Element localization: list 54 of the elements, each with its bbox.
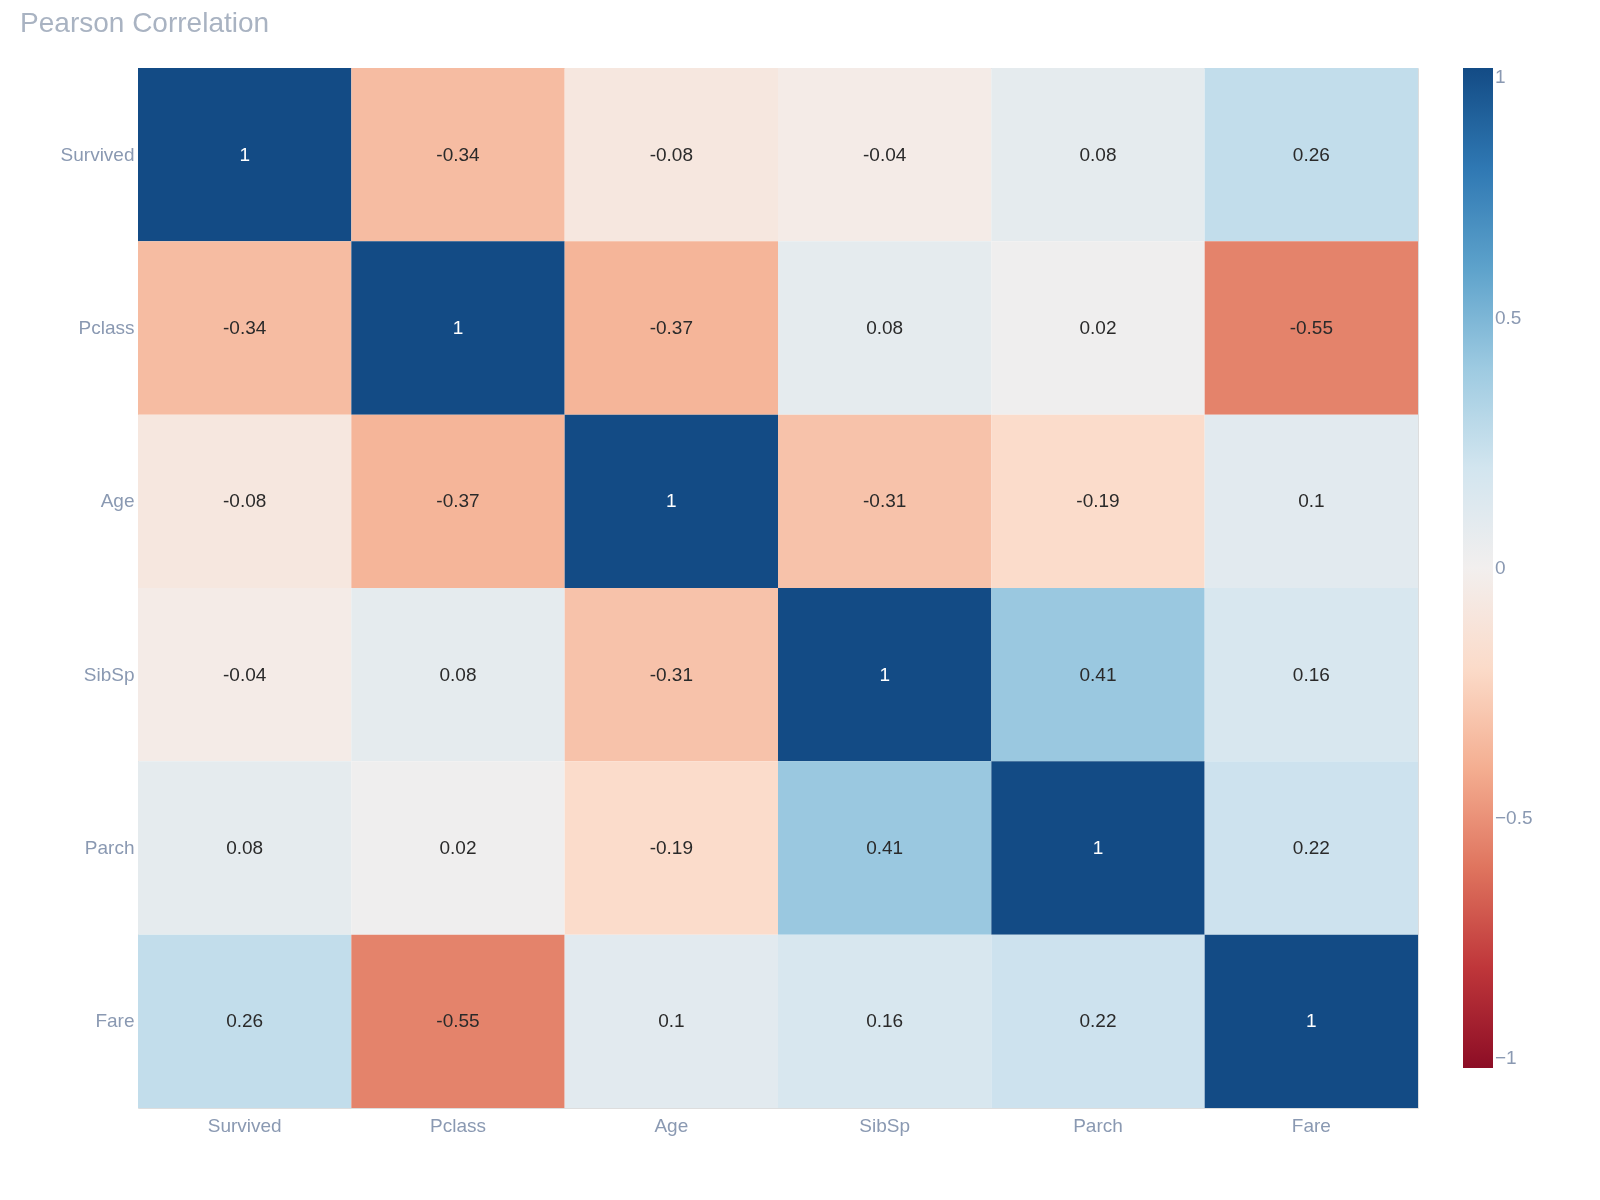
data-label: 0.08 bbox=[1079, 143, 1117, 165]
data-label: 0.1 bbox=[658, 1010, 685, 1032]
data-label: -0.08 bbox=[649, 143, 693, 165]
data-label: 0.22 bbox=[1292, 837, 1330, 858]
data-label: 1 bbox=[239, 143, 250, 165]
color-bar-label: 0.5 bbox=[1495, 307, 1522, 328]
data-label: 0.08 bbox=[866, 317, 904, 338]
data-label: -0.31 bbox=[649, 663, 693, 685]
data-label: 1 bbox=[1306, 1010, 1317, 1032]
data-label: -0.19 bbox=[1076, 490, 1120, 512]
data-label: 0.08 bbox=[439, 663, 477, 685]
x-tick-label: Pclass bbox=[430, 1114, 486, 1136]
data-label: 0.41 bbox=[1079, 663, 1117, 685]
data-label: 0.16 bbox=[1292, 663, 1330, 685]
data-label: 0.16 bbox=[866, 1010, 904, 1032]
data-label: 0.41 bbox=[866, 837, 904, 858]
data-label: -0.04 bbox=[863, 143, 907, 165]
data-label: -0.08 bbox=[223, 490, 267, 512]
y-tick-label: Pclass bbox=[78, 317, 135, 338]
data-label: -0.55 bbox=[436, 1010, 480, 1032]
chart-title: Pearson Correlation bbox=[20, 7, 270, 38]
y-tick-label: Fare bbox=[95, 1010, 135, 1032]
data-label: 0.26 bbox=[226, 1010, 264, 1032]
data-label: 0.26 bbox=[1292, 143, 1330, 165]
data-label: -0.55 bbox=[1289, 317, 1333, 338]
color-bar-label: −0.5 bbox=[1495, 807, 1533, 828]
data-label: -0.04 bbox=[223, 663, 267, 685]
data-label: -0.34 bbox=[223, 317, 267, 338]
data-label: 0.02 bbox=[439, 837, 477, 858]
data-label: -0.31 bbox=[863, 490, 907, 512]
y-tick-label: Survived bbox=[60, 143, 135, 165]
color-bar-label: −1 bbox=[1495, 1047, 1517, 1068]
data-label: -0.34 bbox=[436, 143, 481, 165]
data-label: 0.22 bbox=[1079, 1010, 1117, 1032]
data-label: 0.08 bbox=[226, 837, 264, 858]
data-label: 1 bbox=[879, 663, 890, 685]
data-label: 1 bbox=[452, 317, 464, 338]
data-label: 0.1 bbox=[1298, 490, 1325, 512]
color-bar-label: 0 bbox=[1495, 557, 1506, 578]
color-bar-label: 1 bbox=[1495, 66, 1506, 87]
data-label: -0.19 bbox=[649, 837, 693, 858]
x-tick-label: Survived bbox=[207, 1114, 282, 1136]
data-label: -0.37 bbox=[649, 317, 693, 338]
x-tick-label: Fare bbox=[1291, 1114, 1331, 1136]
y-tick-label: Parch bbox=[84, 837, 135, 858]
y-tick-label: SibSp bbox=[83, 663, 135, 685]
x-tick-label: SibSp bbox=[859, 1114, 911, 1136]
x-tick-label: Age bbox=[654, 1114, 689, 1136]
data-label: 0.02 bbox=[1079, 317, 1117, 338]
data-label: -0.37 bbox=[436, 490, 480, 512]
data-label: 1 bbox=[666, 490, 677, 512]
y-tick-label: Age bbox=[100, 490, 135, 512]
x-tick-label: Parch bbox=[1073, 1114, 1123, 1136]
data-label: 1 bbox=[1092, 837, 1104, 858]
